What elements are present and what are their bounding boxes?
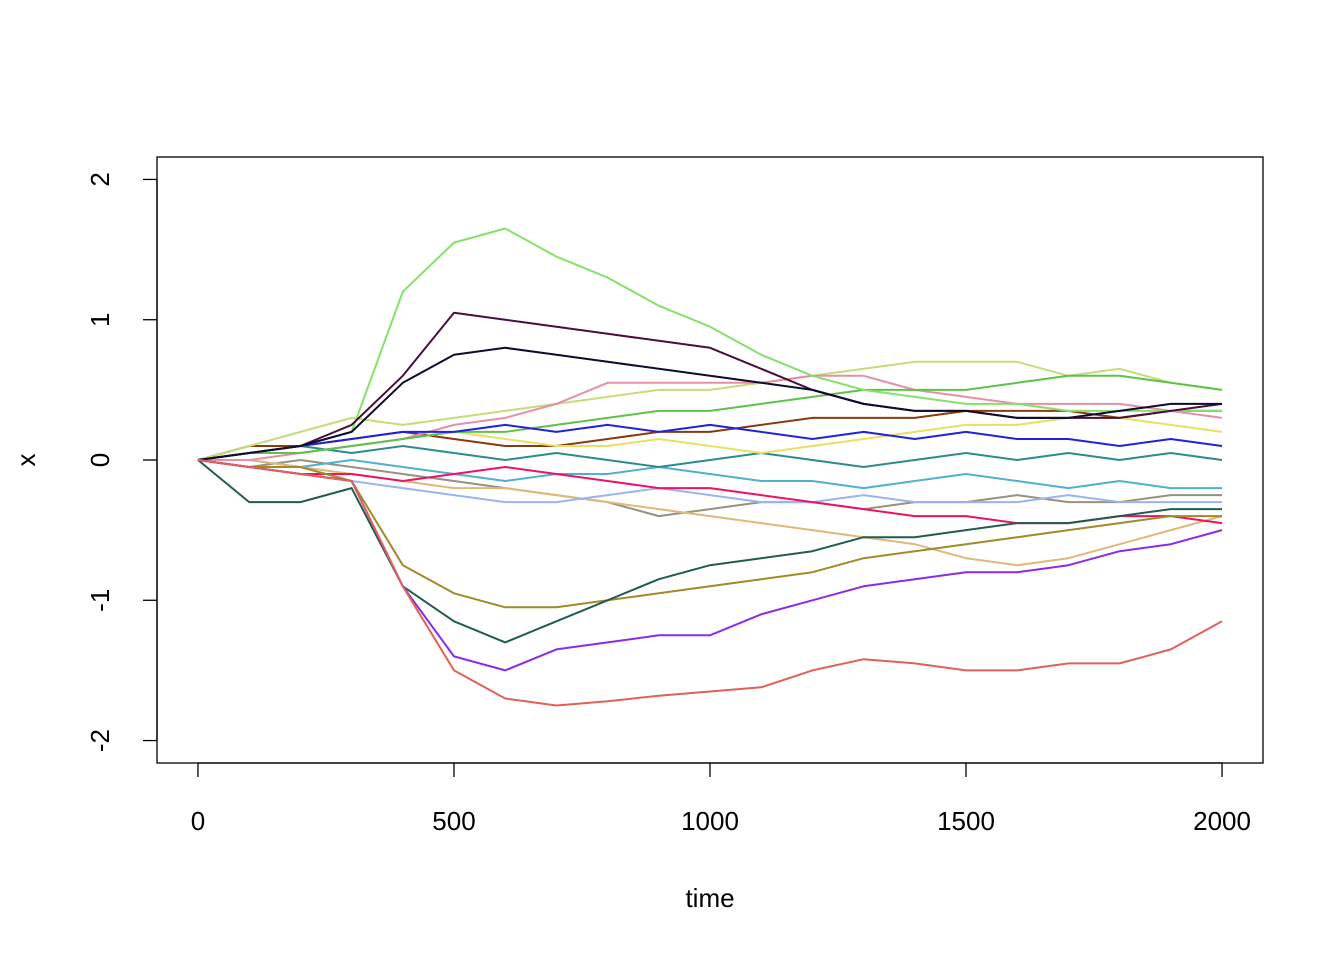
series-line (197, 459, 1222, 644)
series-line (198, 459, 1223, 567)
series-line (197, 459, 1222, 518)
series-line (197, 459, 1223, 707)
y-tick-label: 1 (85, 312, 115, 326)
series-line (197, 346, 1222, 461)
y-tick-label: -1 (85, 589, 115, 612)
y-axis-label: x (11, 454, 41, 467)
y-tick-label: 0 (85, 453, 115, 467)
series-line (197, 459, 1222, 504)
y-tick-label: 2 (85, 172, 115, 186)
series-line (197, 445, 1223, 468)
series-line (197, 311, 1223, 461)
series-line (197, 360, 1223, 461)
x-tick-label: 2000 (1193, 806, 1251, 836)
series-line (197, 423, 1223, 461)
series-line (197, 374, 1223, 461)
plot-area (197, 227, 1223, 707)
x-axis-label: time (685, 883, 734, 913)
series-line (197, 227, 1222, 461)
series-line (198, 459, 1222, 490)
series-line (197, 459, 1222, 609)
x-tick-label: 500 (432, 806, 475, 836)
x-tick-label: 0 (191, 806, 205, 836)
series-line (197, 459, 1223, 525)
y-tick-label: -2 (85, 729, 115, 752)
x-tick-label: 1500 (937, 806, 995, 836)
x-tick-label: 1000 (681, 806, 739, 836)
